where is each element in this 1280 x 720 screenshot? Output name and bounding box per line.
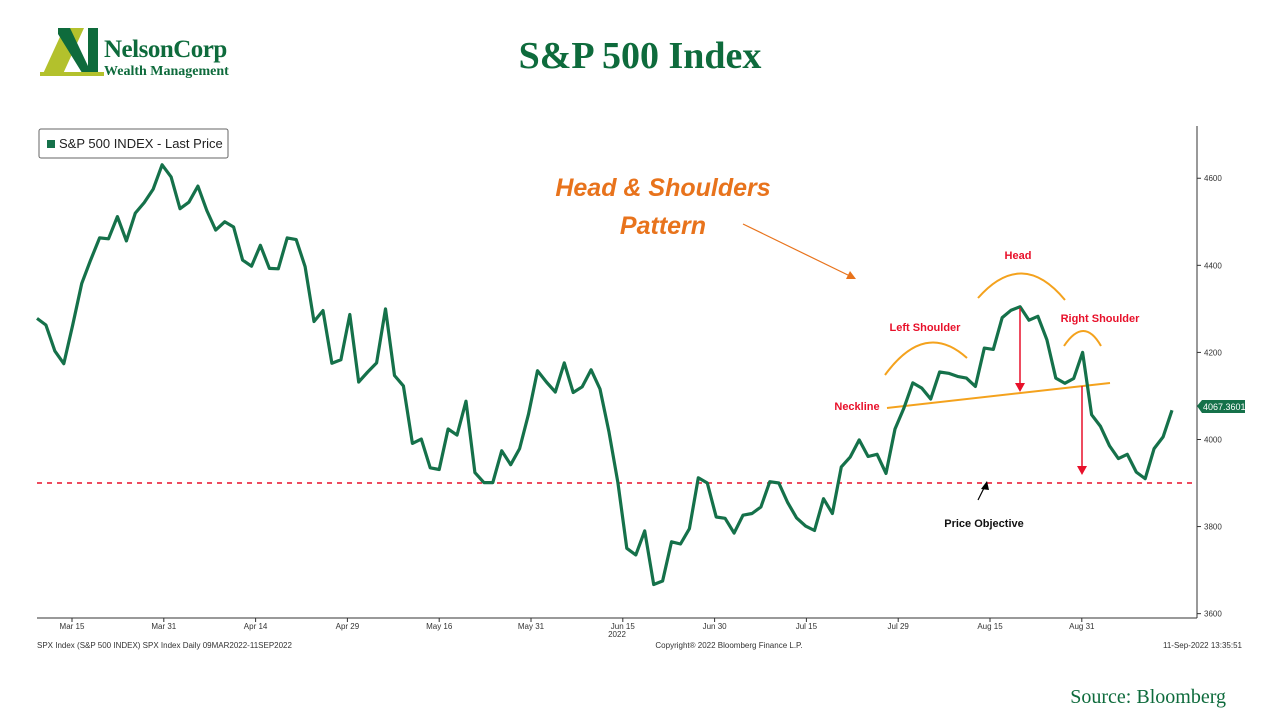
- y-tick-label: 4200: [1204, 348, 1222, 357]
- right-shoulder-label: Right Shoulder: [1061, 313, 1141, 325]
- target-arrow: [1077, 386, 1087, 475]
- logo-subtitle: Wealth Management: [104, 64, 229, 79]
- x-tick-label: Apr 14: [244, 622, 268, 631]
- price-objective-arrow: [977, 481, 989, 501]
- x-tick-label: Aug 15: [977, 622, 1003, 631]
- pattern-arrow: [742, 223, 856, 279]
- x-tick-label: Apr 29: [336, 622, 360, 631]
- head-arrow: [1015, 308, 1025, 392]
- price-chart: 3600 3800 4000 4200 4400 4600 Mar 15 Mar 31 Apr…: [36, 126, 1246, 650]
- left-shoulder-label: Left Shoulder: [890, 322, 962, 334]
- y-tick-label: 3800: [1204, 523, 1222, 532]
- price-objective-label: Price Objective: [944, 518, 1024, 530]
- y-tick-label: 4400: [1204, 261, 1222, 270]
- pattern-title-line1: Head & Shoulders: [555, 174, 770, 202]
- last-price-tag: 4067.3601: [1197, 400, 1246, 413]
- x-tick-label: Jun 30: [703, 622, 728, 631]
- x-tick-label: Jun 15: [611, 622, 636, 631]
- legend: S&P 500 INDEX - Last Price: [38, 128, 229, 159]
- legend-label: S&P 500 INDEX - Last Price: [59, 136, 223, 151]
- y-tick-label: 4000: [1204, 435, 1222, 444]
- footer-left: SPX Index (S&P 500 INDEX) SPX Index Dail…: [37, 641, 293, 650]
- x-tick-label: Mar 15: [60, 622, 85, 631]
- y-tick-label: 3600: [1204, 610, 1222, 619]
- nelsoncorp-logo: NelsonCorp Wealth Management: [40, 26, 250, 82]
- last-price-label: 4067.3601: [1203, 402, 1246, 412]
- series-line: [36, 163, 1174, 587]
- head-arc: [977, 272, 1066, 301]
- x-tick-label: Aug 31: [1069, 622, 1095, 631]
- neckline: [886, 382, 1111, 409]
- footer-right: 11-Sep-2022 13:35:51: [1163, 641, 1243, 650]
- logo-mark: [40, 28, 104, 76]
- pattern-title-line2: Pattern: [620, 212, 706, 240]
- x-tick-label: May 16: [426, 622, 453, 631]
- source-note: Source: Bloomberg: [1070, 686, 1226, 708]
- head-label: Head: [1005, 250, 1032, 262]
- x-tick-label: Mar 31: [151, 622, 176, 631]
- right-shoulder-arc: [1063, 330, 1102, 347]
- left-shoulder-arc: [884, 341, 968, 376]
- year-label: 2022: [608, 630, 626, 639]
- footer-center: Copyright® 2022 Bloomberg Finance L.P.: [655, 641, 802, 650]
- logo-name: NelsonCorp: [104, 36, 227, 63]
- page-title: S&P 500 Index: [518, 35, 762, 77]
- x-tick-label: Jul 29: [888, 622, 910, 631]
- y-tick-label: 4600: [1204, 174, 1222, 183]
- neckline-label: Neckline: [834, 401, 879, 413]
- x-tick-label: Jul 15: [796, 622, 818, 631]
- x-tick-label: May 31: [518, 622, 545, 631]
